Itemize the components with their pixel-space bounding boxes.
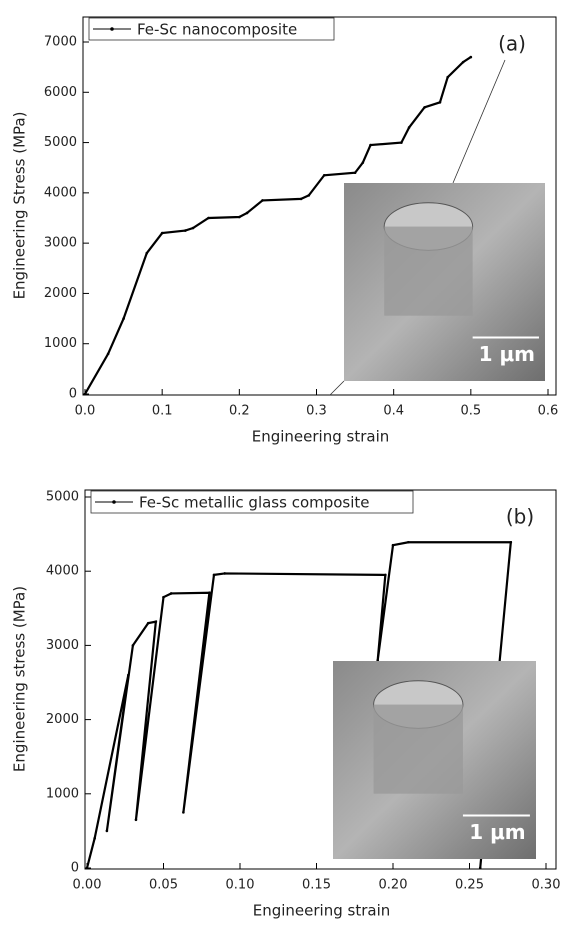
y-tick-label: 5000	[44, 135, 77, 150]
y-tick-label: 7000	[44, 35, 77, 50]
data-point	[184, 229, 187, 232]
x-axis-label: Engineering strain	[252, 428, 390, 446]
x-tick-label: 0.25	[455, 878, 484, 893]
panel-label: (a)	[498, 32, 526, 56]
x-tick-label: 0.4	[383, 404, 404, 419]
x-tick-label: 0.00	[73, 878, 102, 893]
data-point	[192, 227, 195, 230]
y-tick-label: 0	[69, 387, 77, 402]
data-point	[238, 216, 241, 219]
y-axis-label: Engineering Stress (MPa)	[11, 112, 29, 300]
x-tick-label: 0.6	[538, 404, 559, 419]
legend-label: Fe-Sc nanocomposite	[137, 21, 297, 39]
legend-label: Fe-Sc metallic glass composite	[139, 494, 370, 512]
y-tick-label: 2000	[46, 712, 79, 727]
pillar-body	[374, 705, 463, 794]
data-point	[439, 101, 442, 104]
data-point	[408, 126, 411, 129]
y-axis-label: Engineering stress (MPa)	[11, 586, 29, 772]
data-point	[182, 811, 185, 814]
data-point	[407, 541, 410, 544]
y-tick-label: 2000	[44, 286, 77, 301]
pillar-body	[384, 227, 472, 316]
x-axis-label: Engineering strain	[253, 902, 391, 920]
data-point	[423, 106, 426, 109]
y-tick-label: 3000	[44, 236, 77, 251]
x-tick-label: 0.10	[226, 878, 255, 893]
panel-label: (b)	[506, 505, 534, 529]
data-point	[307, 194, 310, 197]
data-point	[106, 830, 109, 833]
data-point	[84, 393, 87, 396]
data-point	[323, 174, 326, 177]
scale-label: 1 μm	[479, 342, 535, 366]
y-tick-label: 3000	[46, 638, 79, 653]
data-point	[162, 596, 165, 599]
data-point	[246, 212, 249, 215]
x-tick-label: 0.2	[229, 404, 250, 419]
y-tick-label: 0	[71, 861, 79, 876]
legend-marker	[112, 500, 116, 504]
x-tick-label: 0.3	[306, 404, 327, 419]
data-point	[510, 541, 513, 544]
data-point	[122, 317, 125, 320]
data-point	[392, 544, 395, 547]
data-point	[400, 141, 403, 144]
scale-label: 1 μm	[469, 820, 525, 844]
data-point	[135, 818, 138, 821]
data-point	[470, 56, 473, 59]
data-point	[261, 199, 264, 202]
data-point	[208, 591, 211, 594]
data-point	[369, 144, 372, 147]
x-tick-label: 0.15	[302, 878, 331, 893]
data-point	[384, 574, 387, 577]
data-point	[86, 867, 89, 870]
x-tick-label: 0.5	[460, 404, 481, 419]
data-point	[479, 867, 482, 870]
data-point	[223, 572, 226, 575]
y-tick-label: 5000	[46, 490, 79, 505]
y-tick-label: 1000	[44, 336, 77, 351]
inset-connector	[330, 381, 344, 395]
y-tick-label: 4000	[46, 564, 79, 579]
data-point	[161, 232, 164, 235]
data-point	[300, 198, 303, 201]
legend-marker	[110, 27, 114, 31]
data-point	[170, 592, 173, 595]
x-tick-label: 0.05	[149, 878, 178, 893]
x-tick-label: 0.30	[532, 878, 561, 893]
x-tick-label: 0.20	[379, 878, 408, 893]
data-point	[107, 352, 110, 355]
data-point	[147, 622, 150, 625]
x-tick-label: 0.1	[152, 404, 173, 419]
y-tick-label: 1000	[46, 786, 79, 801]
data-point	[213, 574, 216, 577]
data-point	[362, 161, 365, 164]
figure: 0.0 0.1 0.2 0.3 0.4 0.5 0.6 0 1000 2000 3000 4000 50…	[0, 0, 566, 927]
x-tick-label: 0.0	[75, 404, 96, 419]
data-point	[462, 61, 465, 64]
data-point	[145, 252, 148, 255]
y-tick-label: 4000	[44, 185, 77, 200]
data-point	[207, 217, 210, 220]
data-point	[127, 674, 130, 677]
data-point	[93, 837, 96, 840]
inset-connector	[453, 60, 505, 183]
y-tick-label: 6000	[44, 85, 77, 100]
data-point	[155, 620, 158, 623]
data-point	[132, 644, 135, 647]
data-point	[446, 76, 449, 79]
data-point	[354, 171, 357, 174]
